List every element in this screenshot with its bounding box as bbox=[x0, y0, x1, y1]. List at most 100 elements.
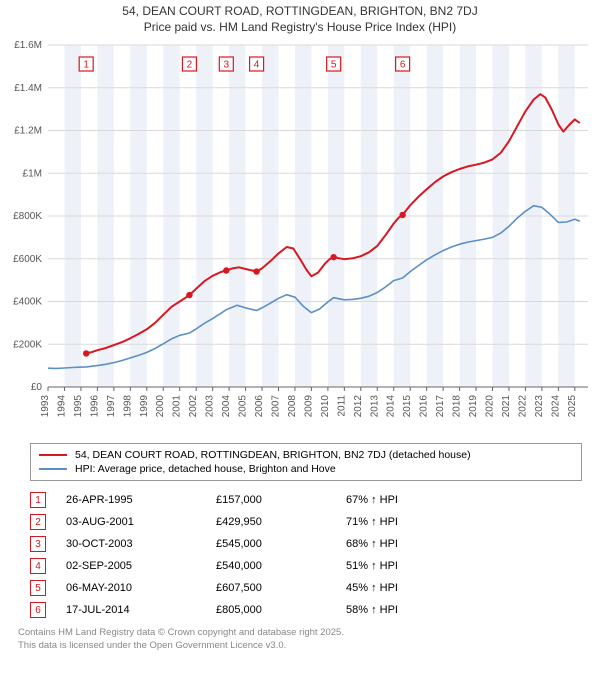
x-tick-label: 2015 bbox=[402, 395, 413, 418]
sale-row: 2 03-AUG-2001£429,95071% ↑ HPI bbox=[30, 511, 582, 533]
x-tick-label: 2016 bbox=[419, 395, 430, 418]
sale-dot bbox=[83, 350, 89, 356]
x-tick-label: 1996 bbox=[89, 395, 100, 418]
legend-swatch bbox=[39, 454, 67, 456]
sale-price: £607,500 bbox=[216, 582, 346, 594]
legend-row: 54, DEAN COURT ROAD, ROTTINGDEAN, BRIGHT… bbox=[39, 448, 573, 462]
sale-row: 402-SEP-2005£540,00051% ↑ HPI bbox=[30, 555, 582, 577]
x-tick-label: 2008 bbox=[287, 395, 298, 418]
sale-row: 3 30-OCT-2003£545,00068% ↑ HPI bbox=[30, 533, 582, 555]
y-tick-label: £1M bbox=[23, 168, 42, 179]
legend-label: HPI: Average price, detached house, Brig… bbox=[75, 463, 336, 475]
sale-dot bbox=[186, 292, 192, 298]
y-tick-label: £1.4M bbox=[14, 83, 42, 94]
sale-hpi: 67% ↑ HPI bbox=[346, 494, 466, 506]
sale-date: 26-APR-1995 bbox=[66, 494, 216, 506]
title-line-1: 54, DEAN COURT ROAD, ROTTINGDEAN, BRIGHT… bbox=[0, 4, 600, 20]
sale-row: 5 06-MAY-2010£607,50045% ↑ HPI bbox=[30, 577, 582, 599]
x-tick-label: 1998 bbox=[122, 395, 133, 418]
x-tick-label: 2007 bbox=[270, 395, 281, 418]
chart-container: 54, DEAN COURT ROAD, ROTTINGDEAN, BRIGHT… bbox=[0, 0, 600, 652]
sale-hpi: 45% ↑ HPI bbox=[346, 582, 466, 594]
x-tick-label: 2018 bbox=[452, 395, 463, 418]
sale-dot bbox=[253, 269, 259, 275]
y-tick-label: £800K bbox=[13, 211, 42, 222]
footer-line-2: This data is licensed under the Open Gov… bbox=[18, 640, 582, 652]
marker-number: 5 bbox=[331, 60, 337, 71]
x-tick-label: 1997 bbox=[106, 395, 117, 418]
x-tick-label: 2006 bbox=[254, 395, 265, 418]
sale-date: 02-SEP-2005 bbox=[66, 560, 216, 572]
x-tick-label: 2024 bbox=[550, 395, 561, 418]
x-tick-label: 2005 bbox=[238, 395, 249, 418]
sale-marker: 2 bbox=[30, 514, 46, 530]
sale-marker: 6 bbox=[30, 602, 46, 618]
sale-price: £157,000 bbox=[216, 494, 346, 506]
x-tick-label: 2012 bbox=[353, 395, 364, 418]
x-tick-label: 2025 bbox=[567, 395, 578, 418]
x-tick-label: 1995 bbox=[73, 395, 84, 418]
sales-table: 1 26-APR-1995£157,00067% ↑ HPI 2 03-AUG-200… bbox=[30, 489, 582, 621]
sale-date: 06-MAY-2010 bbox=[66, 582, 216, 594]
y-tick-label: £0 bbox=[31, 382, 43, 393]
y-tick-label: £1.2M bbox=[14, 126, 42, 137]
legend-row: HPI: Average price, detached house, Brig… bbox=[39, 462, 573, 476]
x-tick-label: 2002 bbox=[188, 395, 199, 418]
x-tick-label: 2009 bbox=[303, 395, 314, 418]
marker-number: 1 bbox=[83, 60, 89, 71]
sale-marker: 1 bbox=[30, 492, 46, 508]
sale-price: £545,000 bbox=[216, 538, 346, 550]
x-tick-label: 2014 bbox=[386, 395, 397, 418]
sale-marker: 4 bbox=[30, 558, 46, 574]
x-tick-label: 2017 bbox=[435, 395, 446, 418]
x-tick-label: 1993 bbox=[40, 395, 51, 418]
x-tick-label: 1994 bbox=[56, 395, 67, 418]
footer-line-1: Contains HM Land Registry data © Crown c… bbox=[18, 627, 582, 639]
y-tick-label: £600K bbox=[13, 254, 42, 265]
sale-hpi: 58% ↑ HPI bbox=[346, 604, 466, 616]
sale-dot bbox=[399, 212, 405, 218]
marker-number: 2 bbox=[187, 60, 193, 71]
sale-marker: 3 bbox=[30, 536, 46, 552]
sale-dot bbox=[330, 254, 336, 260]
x-tick-label: 2001 bbox=[172, 395, 183, 418]
x-tick-label: 2004 bbox=[221, 395, 232, 418]
legend-swatch bbox=[39, 468, 67, 470]
x-tick-label: 2000 bbox=[155, 395, 166, 418]
y-tick-label: £200K bbox=[13, 339, 42, 350]
y-tick-label: £1.6M bbox=[14, 40, 42, 51]
sale-dot bbox=[223, 267, 229, 273]
x-tick-label: 2022 bbox=[517, 395, 528, 418]
marker-number: 4 bbox=[254, 60, 260, 71]
x-tick-label: 2013 bbox=[369, 395, 380, 418]
y-tick-label: £400K bbox=[13, 297, 42, 308]
legend: 54, DEAN COURT ROAD, ROTTINGDEAN, BRIGHT… bbox=[30, 443, 582, 481]
title-line-2: Price paid vs. HM Land Registry's House … bbox=[0, 20, 600, 36]
marker-number: 3 bbox=[224, 60, 230, 71]
sale-date: 03-AUG-2001 bbox=[66, 516, 216, 528]
title-block: 54, DEAN COURT ROAD, ROTTINGDEAN, BRIGHT… bbox=[0, 0, 600, 37]
x-tick-label: 1999 bbox=[139, 395, 150, 418]
x-tick-label: 2003 bbox=[205, 395, 216, 418]
sale-hpi: 71% ↑ HPI bbox=[346, 516, 466, 528]
sale-date: 17-JUL-2014 bbox=[66, 604, 216, 616]
sale-hpi: 68% ↑ HPI bbox=[346, 538, 466, 550]
footer: Contains HM Land Registry data © Crown c… bbox=[18, 627, 582, 652]
x-tick-label: 2019 bbox=[468, 395, 479, 418]
sale-row: 6 17-JUL-2014£805,00058% ↑ HPI bbox=[30, 599, 582, 621]
chart-svg: £0 £200K £400K £600K £800K £1M £1.2M £1.4M £1.6M… bbox=[0, 37, 600, 437]
chart-area: £0 £200K £400K £600K £800K £1M £1.2M £1.4M £1.6M… bbox=[0, 37, 600, 437]
x-tick-label: 2020 bbox=[485, 395, 496, 418]
legend-label: 54, DEAN COURT ROAD, ROTTINGDEAN, BRIGHT… bbox=[75, 449, 471, 461]
marker-number: 6 bbox=[400, 60, 406, 71]
sale-marker: 5 bbox=[30, 580, 46, 596]
x-tick-label: 2010 bbox=[320, 395, 331, 418]
sale-date: 30-OCT-2003 bbox=[66, 538, 216, 550]
sale-price: £540,000 bbox=[216, 560, 346, 572]
x-tick-label: 2023 bbox=[534, 395, 545, 418]
x-tick-label: 2011 bbox=[336, 395, 347, 417]
sale-row: 1 26-APR-1995£157,00067% ↑ HPI bbox=[30, 489, 582, 511]
sale-price: £429,950 bbox=[216, 516, 346, 528]
sale-price: £805,000 bbox=[216, 604, 346, 616]
x-tick-label: 2021 bbox=[501, 395, 512, 418]
